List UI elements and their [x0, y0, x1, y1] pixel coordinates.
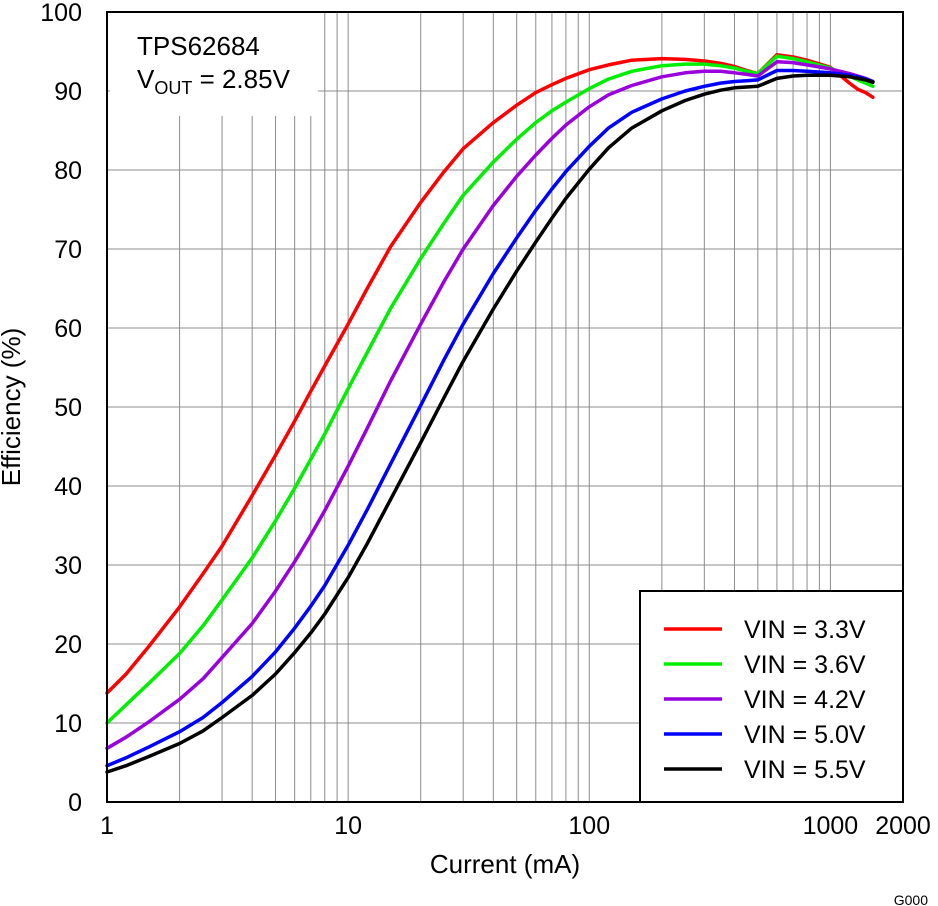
vout-value: = 2.85V: [192, 64, 290, 94]
x-tick-label: 2000: [875, 812, 931, 840]
vout-main: V: [137, 64, 155, 94]
device-annotation: TPS62684 VOUT = 2.85V: [110, 12, 318, 116]
x-axis-label: Current (mA): [430, 849, 580, 879]
y-tick-label: 70: [54, 236, 82, 264]
x-tick-label: 1000: [803, 812, 859, 840]
legend-box: [639, 590, 904, 803]
legend-label: VIN = 4.2V: [744, 686, 866, 714]
y-tick-label: 0: [68, 789, 82, 817]
x-tick-label: 1: [100, 812, 114, 840]
legend-label: VIN = 3.6V: [744, 651, 866, 679]
y-tick-label: 80: [54, 157, 82, 185]
y-tick-label: 100: [40, 0, 82, 27]
annotation-background: [110, 12, 318, 116]
series-line-2: [105, 54, 875, 725]
y-tick-label: 40: [54, 473, 82, 501]
x-axis-ticks: 1 10 100 1000 2000: [100, 812, 931, 840]
vout-label: VOUT = 2.85V: [137, 64, 291, 98]
x-tick-label: 10: [334, 812, 362, 840]
series-line-5: [105, 73, 875, 774]
y-tick-label: 50: [54, 394, 82, 422]
vout-subscript: OUT: [154, 78, 192, 98]
y-tick-label: 10: [54, 710, 82, 738]
figure-code: G000: [894, 892, 928, 906]
y-axis-ticks: 0 10 20 30 40 50 60 70 80 90 100: [40, 0, 82, 817]
y-tick-label: 20: [54, 631, 82, 659]
y-tick-label: 90: [54, 78, 82, 106]
y-tick-label: 60: [54, 315, 82, 343]
legend-label: VIN = 5.5V: [744, 756, 866, 784]
legend-label: VIN = 3.3V: [744, 616, 866, 644]
legend: VIN = 3.3V VIN = 3.6V VIN = 4.2V VIN = 5.0V…: [639, 590, 904, 803]
device-name: TPS62684: [137, 31, 260, 61]
series-line-3: [105, 60, 875, 751]
series-lines: [105, 52, 875, 774]
series-line-4: [105, 68, 875, 768]
legend-label: VIN = 5.0V: [744, 721, 866, 749]
plot-frame: [106, 11, 904, 803]
y-tick-label: 30: [54, 552, 82, 580]
x-tick-label: 100: [568, 812, 610, 840]
y-axis-label: Efficiency (%): [0, 328, 26, 486]
